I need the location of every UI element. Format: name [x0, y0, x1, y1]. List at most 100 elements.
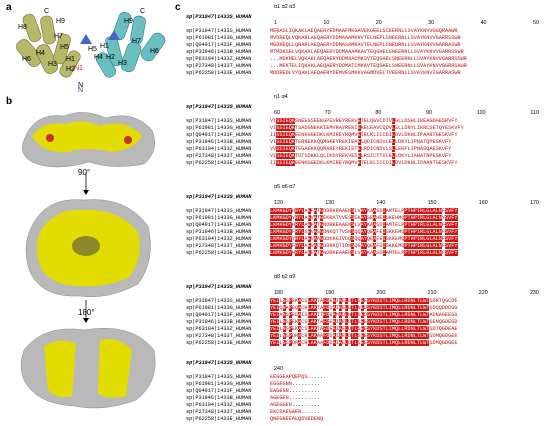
rotation-label-180: 180°	[78, 308, 95, 317]
ruler-tick: 200	[376, 290, 386, 296]
sequence-name: sp|P31946|1433B_HUMAN	[186, 319, 252, 325]
helix-label-h4-right: H4	[94, 54, 103, 61]
sequence-name: sp|Q04917|1433F_HUMAN	[186, 388, 252, 394]
sequence-residues: AGEGEN..........	[270, 395, 320, 401]
sequence-name: sp|Q04917|1433F_HUMAN	[186, 222, 252, 228]
ruler-tick: 100	[476, 110, 486, 116]
sequence-residues: EAGEGN..........	[270, 388, 320, 394]
helix-label-h7-left: H7	[54, 33, 63, 40]
alignment-row: sp|Q04917|1433F_HUMAN EAGEGN..........	[186, 388, 326, 395]
alignment-row: sp|P61981|1433G_HUMAN VISSIEQKTSADGNEKKIE…	[186, 125, 464, 132]
ribbon-structure-diagram: N1 N	[16, 11, 166, 94]
sequence-residues: MERASLIQKAKLAEQAERYEDMAAFMKGAVEKGEELSCEE…	[270, 28, 458, 34]
sequence-residues: LKMKGDYHRYLAEFATGNDRKEAAENSLVAYKAASDIAMT…	[270, 250, 458, 256]
alignment-rows: sp|P31947|1433S_HUMAN MERASLIQKAKLAEQAERY…	[186, 28, 467, 77]
alignment-row: sp|P27348|1433T_HUMAN EKCDAEGAEN......	[186, 409, 326, 416]
sequence-name: sp|Q04917|1433F_HUMAN	[186, 312, 252, 318]
helix-label-h1-right: H1	[100, 43, 109, 50]
sequence-residues: YEILNSPEKACSLAKTAFDEAIAELDTLSEESYKDSTLIM…	[270, 326, 458, 332]
ruler-tick: 1	[274, 20, 277, 26]
ruler-tick: 140	[376, 200, 386, 206]
ruler-tick: 230	[529, 290, 539, 296]
sequence-residues: LKMKGDYFRYLSEVASGDNKQTTVSNSQQAYQEAFEISKK…	[270, 229, 458, 235]
helix-label-h5-left: H5	[60, 44, 69, 51]
ruler-tick: 80	[375, 110, 382, 116]
alignment-row: sp|P61981|1433G_HUMAN YEIQNAPEQACHLAKTAFD…	[186, 305, 458, 312]
ruler-tick: 70	[324, 110, 331, 116]
sequence-name: sp|P31947|1433S_HUMAN	[186, 298, 252, 304]
helix-label-h6-right: H6	[150, 48, 159, 55]
alignment-rows: sp|P31947|1433S_HUMAN LKMKGDYHRYLAEFATGDD…	[186, 208, 458, 257]
sequence-name: sp|P27348|1433T_HUMAN	[186, 333, 252, 339]
alignment-rows: sp|P31947|1433S_HUMAN YEILNSPEKACSLAKTAFD…	[186, 298, 458, 347]
helix-label-h5-right: H5	[88, 46, 97, 53]
helix-label-h3-left: H3	[48, 61, 57, 68]
alignment-reference-name: sp|P31947|1433S_HUMAN	[186, 104, 252, 110]
ruler-tick: 60	[274, 110, 280, 116]
helix-label-h2-right: H2	[106, 54, 115, 61]
alignment-row: sp|P31946|1433B_HUMAN MTMDKSELVQKAKLAEQAE…	[186, 49, 467, 56]
alignment-header: sp|P31947|1433S_HUMAN	[186, 194, 251, 201]
ruler-tick: 220	[478, 290, 488, 296]
position-ruler: 1 10 20 30 40 50	[274, 20, 539, 26]
alignment-header: sp|P31947|1433S_HUMAN	[186, 284, 251, 291]
alignment-row: sp|P31946|1433B_HUMAN VISSIEQKTERNEKKQQMG…	[186, 139, 464, 146]
sequence-residues: EEGGEAPQEPQS......	[270, 374, 327, 380]
alignment-rows: sp|P31947|1433S_HUMAN EEGGEAPQEPQS...... s…	[186, 374, 326, 423]
sequence-residues: LKMKGDYHRYLAEFATGDDRKRAAENSLVAYKAASDIAMT…	[270, 208, 458, 214]
sequence-residues: MDDREDLVYQAKLAEQAERYDEMVESMKKVAGMDVELTVE…	[270, 70, 461, 76]
ruler-tick: 120	[274, 200, 283, 206]
panel-label-a: a	[6, 2, 12, 13]
sequence-name: sp|Q04917|1433F_HUMAN	[186, 42, 252, 48]
terminus-label-n: N	[78, 82, 84, 89]
alignment-row: sp|P62258|1433E_HUMAN MDDREDLVYQAKLAEQAER…	[186, 70, 467, 77]
sequence-name: sp|P62258|1433E_HUMAN	[186, 416, 252, 422]
helix-label-c-left: C	[44, 8, 50, 15]
svg-text:N: N	[78, 87, 83, 94]
sequence-name: sp|P31947|1433S_HUMAN	[186, 208, 252, 214]
sequence-residues: MTMDKSELVQKAKLAEQAERYDDMAAAMKAVTEQGHELSN…	[270, 49, 464, 55]
sequence-name: sp|P31947|1433S_HUMAN	[186, 118, 252, 124]
alignment-reference-name: sp|P31947|1433S_HUMAN	[186, 194, 252, 200]
alignment-row: sp|Q04917|1433F_HUMAN MGDREQLLQRARLAEQAER…	[186, 42, 467, 49]
ruler-tick: 30	[428, 20, 435, 26]
sequence-name: sp|P61981|1433G_HUMAN	[186, 35, 252, 41]
sequence-residues: YEILNSPEKACSLAKTAFDEAIAELDTLSEESYKDSTLIM…	[270, 319, 458, 325]
alignment-row: sp|P31946|1433B_HUMAN YEILNSPEKACSLAKTAFD…	[186, 319, 458, 326]
helix-label-h9-right: H9	[124, 18, 133, 25]
sequence-name: sp|P62258|1433E_HUMAN	[186, 250, 252, 256]
position-ruler: 240	[274, 366, 539, 372]
sequence-name: sp|P63104|1433Z_HUMAN	[186, 56, 252, 62]
sequence-residues: YEILNSPEKACSLAKTAFDEAIAELDTLSEESYKDSTLIM…	[270, 298, 458, 304]
sequence-residues: ...MDKNELVQKAKLAEQAERYDDMAACMKSVTEQGAELS…	[270, 56, 467, 62]
alignment-row: sp|P63104|1433Z_HUMAN LKMKGDYYRYLAEVAAGDD…	[186, 236, 458, 243]
sequence-residues: IISSIEQKEENKGGEDKLKMIREYRQMVETELKLICCDIL…	[270, 132, 458, 138]
alignment-row: sp|P27348|1433T_HUMAN YEILNSPDRACRLAKAAFD…	[186, 333, 458, 340]
sequence-name: sp|P63104|1433Z_HUMAN	[186, 146, 252, 152]
sequence-name: sp|P63104|1433Z_HUMAN	[186, 326, 252, 332]
sequence-name: sp|P62258|1433E_HUMAN	[186, 160, 252, 166]
sequence-name: sp|P63104|1433Z_HUMAN	[186, 402, 252, 408]
sequence-residues: LKMKGDYHRYLAEFATGNDRKEAAENSLVAYKAASDIAMT…	[270, 222, 458, 228]
sequence-name: sp|P62258|1433E_HUMAN	[186, 340, 252, 346]
ruler-tick: 190	[325, 290, 335, 296]
alignment-row: sp|P61981|1433G_HUMAN LKMKGDYYRYLAEVATGEK…	[186, 215, 458, 222]
alignment-reference-name: sp|P31947|1433S_HUMAN	[186, 360, 252, 366]
alignment-header: sp|P31947|1433S_HUMAN	[186, 104, 251, 111]
alignment-row: sp|P61981|1433G_HUMAN MVDREQLVQKARLAEQAER…	[186, 35, 467, 42]
ruler-tick: 20	[375, 20, 382, 26]
alignment-row: sp|P62258|1433E_HUMAN QNEGNEEALQDVEDENQ	[186, 416, 326, 423]
ruler-tick: 150	[427, 200, 437, 206]
sequence-name: sp|P27348|1433T_HUMAN	[186, 409, 252, 415]
sequence-residues: LKMKGDYYRYLAEVAAGDDKKGIVDQSQQAYQEAFEISKK…	[270, 236, 458, 242]
sequence-name: sp|P31946|1433B_HUMAN	[186, 49, 252, 55]
ruler-tick: 160	[478, 200, 488, 206]
ruler-tick: 10	[323, 20, 330, 26]
sequence-name: sp|P61981|1433G_HUMAN	[186, 305, 252, 311]
svg-text:N1: N1	[74, 65, 83, 72]
helix-label-h9-left: H9	[56, 18, 65, 25]
sequence-name: sp|P27348|1433T_HUMAN	[186, 243, 252, 249]
sequence-residues: QNEGNEEALQDVEDENQ	[270, 416, 324, 422]
position-ruler: 120 130 140 150 160 170	[274, 200, 539, 206]
sequence-residues: VISSIEQKTSADGNEKKIEMVRAYREKIEKELEAVCQDVL…	[270, 125, 464, 131]
